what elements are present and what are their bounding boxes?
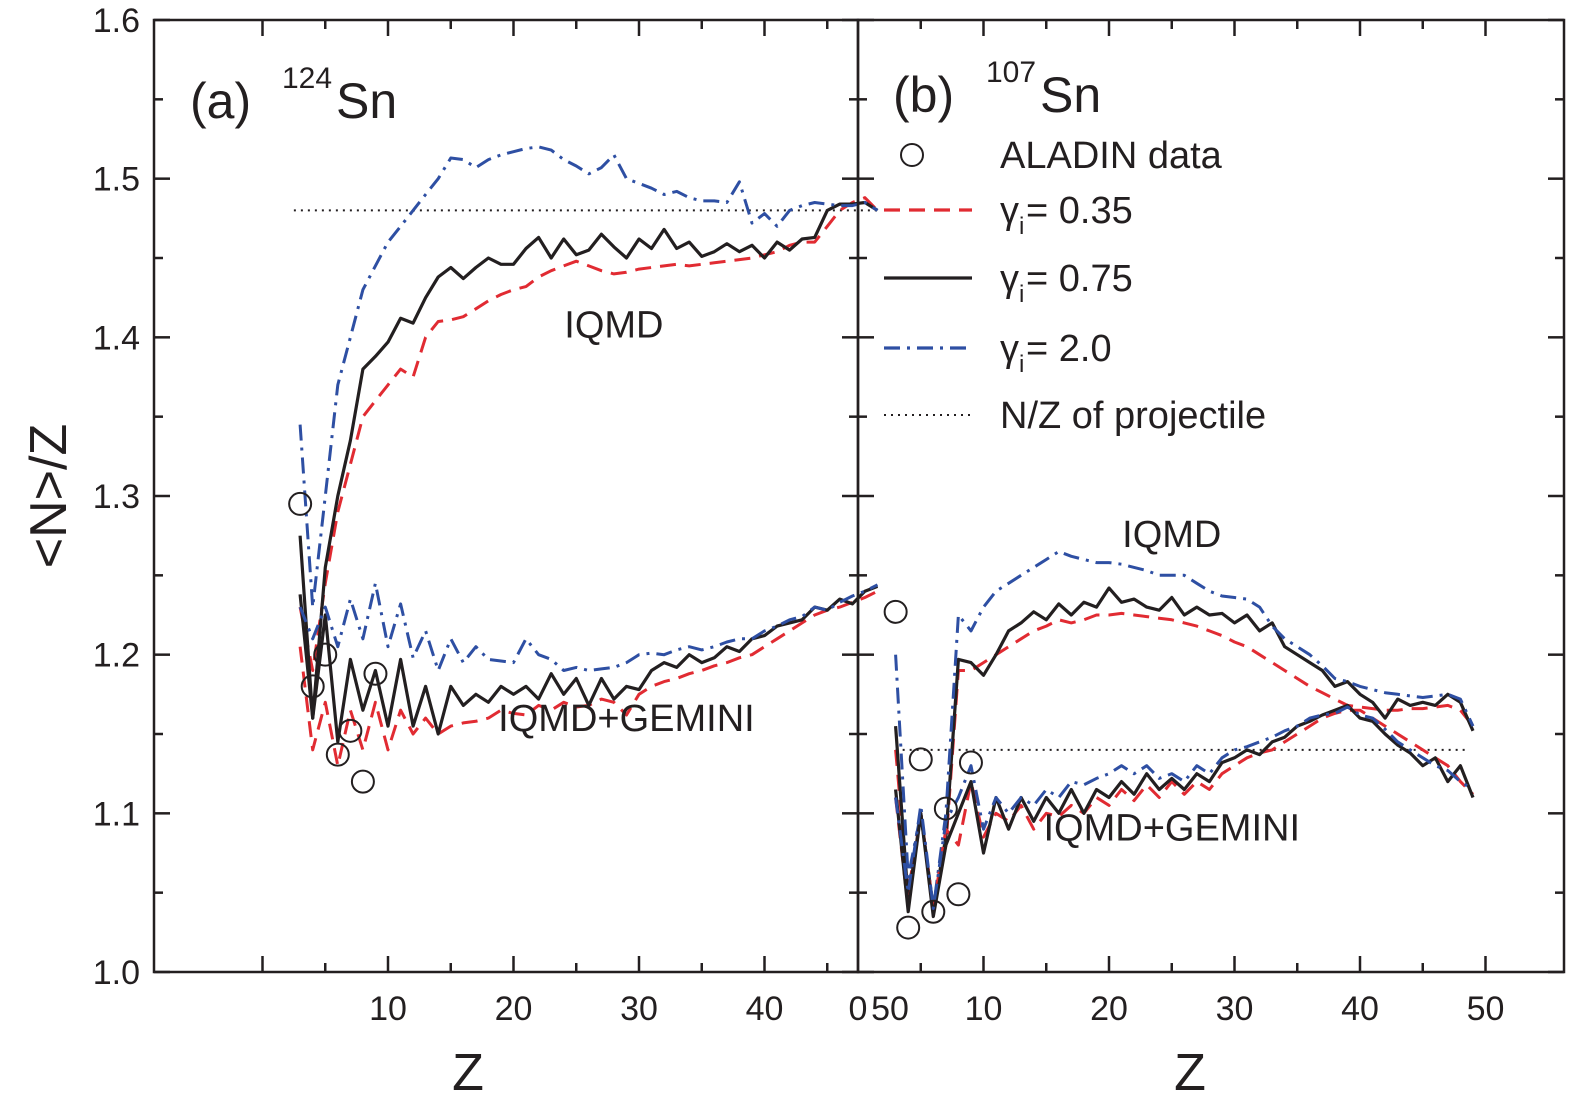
y-tick-label: 1.4	[93, 319, 140, 357]
y-tick-label: 1.0	[93, 954, 140, 992]
panel-a-label: (a)	[190, 73, 251, 129]
panel-b-series: IQMD IQMD+GEMINI	[883, 514, 1475, 940]
y-tick-label: 1.3	[93, 478, 140, 516]
aladin-data-point	[946, 882, 971, 907]
panel-b-ticks: 0 10 20 30 40 50	[849, 18, 1564, 1028]
legend-entry-data: ALADIN data	[900, 135, 1223, 177]
series-line	[298, 200, 879, 720]
x-tick-label: 0	[849, 990, 868, 1028]
aladin-data-point	[313, 642, 338, 667]
legend-label-symbol: γ	[1000, 328, 1019, 370]
x-tick-label: 40	[1341, 990, 1379, 1028]
panel-a-mass-number: 124	[282, 62, 332, 95]
series-line	[298, 145, 879, 609]
aladin-data-point	[908, 747, 933, 772]
series-line	[298, 584, 879, 744]
x-axis-title-a: Z	[452, 1044, 484, 1102]
legend-label-subscript: i	[1019, 281, 1024, 308]
y-tick-label: 1.5	[93, 161, 140, 199]
series-line	[298, 581, 879, 672]
series-annotation: IQMD	[564, 304, 663, 346]
panel-b-mass-number: 107	[986, 56, 1036, 89]
panel-a-element: Sn	[336, 73, 397, 129]
panel-a-series: IQMD IQMD+GEMINI	[288, 145, 879, 794]
y-axis-title: <N>/Z	[20, 424, 78, 569]
legend-label-symbol: γ	[1000, 258, 1019, 300]
legend-label-symbol: γ	[1000, 190, 1019, 232]
aladin-data-point	[896, 915, 921, 940]
series-annotation: IQMD	[1122, 514, 1221, 556]
panel-a: IQMD IQMD+GEMINI 10 20 30 40 50 (a) 124 Sn	[152, 18, 909, 1028]
panel-b: IQMD IQMD+GEMINI 0 10 20 30 40 50 (b) 107 Sn	[849, 18, 1566, 1028]
legend-label-value: = 0.35	[1026, 190, 1133, 232]
x-tick-label: 20	[1090, 990, 1128, 1028]
series-annotation: IQMD+GEMINI	[1043, 807, 1300, 849]
aladin-data-point	[933, 796, 958, 821]
x-tick-label: 10	[369, 990, 407, 1028]
legend-label-value: = 0.75	[1026, 258, 1133, 300]
series-annotation: IQMD+GEMINI	[498, 698, 755, 740]
legend-label: N/Z of projectile	[1000, 395, 1266, 437]
panel-b-label: (b)	[893, 67, 954, 123]
legend-label-subscript: i	[1019, 351, 1024, 378]
x-tick-label: 30	[1216, 990, 1254, 1028]
aladin-data-point	[288, 491, 313, 516]
aladin-data-point	[325, 742, 350, 767]
aladin-data-point	[363, 661, 388, 686]
y-tick-label: 1.2	[93, 637, 140, 675]
x-tick-label: 50	[871, 990, 909, 1028]
x-axis-title-b: Z	[1174, 1044, 1206, 1102]
series-line	[894, 703, 1475, 919]
aladin-data-point	[338, 718, 363, 743]
aladin-data-point	[883, 599, 908, 624]
x-tick-label: 10	[965, 990, 1003, 1028]
y-tick-label: 1.6	[93, 2, 140, 40]
x-tick-label: 50	[1467, 990, 1505, 1028]
aladin-data-point	[921, 899, 946, 924]
panel-a-frame	[152, 18, 860, 974]
legend-label-subscript: i	[1019, 213, 1024, 240]
y-tick-label: 1.1	[93, 795, 140, 833]
aladin-data-point	[958, 750, 983, 775]
x-tick-label: 40	[746, 990, 784, 1028]
x-tick-label: 30	[620, 990, 658, 1028]
legend-circle-symbol	[900, 143, 924, 167]
aladin-data-point	[350, 769, 375, 794]
series-line	[894, 586, 1475, 911]
series-line	[894, 550, 1475, 910]
legend-entry-nz: N/Z of projectile	[884, 395, 1266, 437]
legend-label-value: = 2.0	[1026, 328, 1112, 370]
y-tick-labels: 1.0 1.1 1.2 1.3 1.4 1.5 1.6	[93, 2, 140, 992]
series-line	[894, 705, 1474, 910]
legend-label: ALADIN data	[1000, 135, 1223, 177]
x-tick-label: 20	[495, 990, 533, 1028]
panel-a-ticks: 10 20 30 40 50	[154, 18, 909, 1028]
aladin-data-point	[300, 674, 325, 699]
panel-b-element: Sn	[1040, 67, 1101, 123]
series-line	[298, 196, 879, 672]
